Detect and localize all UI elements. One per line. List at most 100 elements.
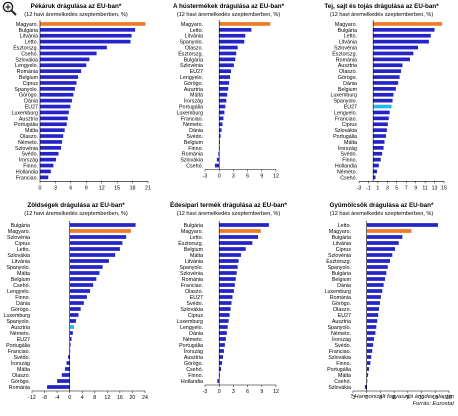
bar — [219, 361, 223, 365]
bar — [366, 265, 388, 269]
category-label: Szlovénia — [180, 63, 203, 69]
bar — [69, 247, 120, 251]
bar — [366, 241, 399, 245]
bar — [219, 337, 226, 341]
x-tick-label: 3 — [232, 389, 235, 395]
category-label: Svédo. — [341, 152, 358, 158]
category-label: Bulgária — [11, 223, 30, 229]
bar — [69, 295, 87, 299]
bar — [68, 355, 70, 359]
bar — [366, 307, 380, 311]
bar — [373, 140, 385, 144]
category-label: Spanyolo. — [14, 87, 38, 93]
category-label: EU27 — [190, 295, 203, 301]
chart-meat: A hústermékek drágulása az EU-ban* (12 ha… — [173, 3, 285, 180]
category-label: Málta — [338, 373, 351, 379]
chart-subtitle: (12 havi áremelkedés szeptemberben, %) — [177, 211, 281, 217]
category-label: Litvánia — [185, 34, 203, 40]
bar — [373, 116, 389, 121]
category-label: Szlovákia — [328, 385, 351, 391]
category-label: Franciao. — [16, 175, 38, 181]
bar — [366, 325, 377, 329]
source-note: Forrás: Eurostat — [412, 401, 454, 407]
chart-subtitle: (12 havi áremelkedés szeptemberben, %) — [24, 211, 128, 217]
category-label: Görögo. — [338, 75, 357, 81]
bar — [373, 69, 402, 73]
x-tick-label: 8 — [93, 395, 96, 401]
category-label: Ausztria — [338, 63, 357, 69]
bar — [373, 163, 379, 168]
chart-subtitle: (12 havi áremelkedés szeptemberben, %) — [330, 12, 434, 18]
bar — [40, 163, 54, 168]
bar — [69, 313, 79, 317]
category-label: Olaszo. — [12, 373, 30, 379]
category-label: Csehó. — [334, 379, 351, 385]
bar — [366, 343, 374, 347]
x-tick-label: 12 — [99, 185, 105, 191]
bar — [219, 69, 232, 73]
chart-title: A hústermékek drágulása az EU-ban* — [173, 3, 285, 10]
category-label: Finno. — [188, 146, 203, 152]
bar — [219, 39, 245, 44]
category-label: Olaszo. — [339, 69, 357, 75]
bar — [366, 349, 373, 353]
bar — [69, 337, 72, 341]
bar — [219, 51, 237, 56]
bar — [366, 331, 376, 335]
bar — [219, 283, 235, 287]
bar — [69, 265, 103, 269]
category-label: Luxemburg — [177, 110, 204, 116]
bar — [373, 128, 387, 132]
category-label: Dánia — [343, 81, 357, 87]
bar — [219, 229, 261, 233]
x-tick-label: -8 — [42, 395, 47, 401]
category-label: Románia — [330, 295, 351, 301]
bar — [373, 151, 383, 156]
footnote: * Harmonizált fogyasztói árindex alapján — [350, 394, 454, 400]
x-tick-label: -12 — [28, 395, 36, 401]
category-label: EU27 — [344, 104, 357, 110]
bar — [219, 116, 224, 121]
bar — [40, 57, 90, 62]
bar — [40, 33, 132, 38]
bar — [366, 367, 369, 371]
category-label: Magyaro. — [16, 22, 38, 28]
x-tick-label: -3 — [351, 395, 356, 401]
category-label: Franciao. — [181, 116, 203, 122]
chart-title: Gyümölcsök drágulása az EU-ban* — [330, 202, 434, 209]
bar — [219, 277, 236, 281]
footer: * Harmonizált fogyasztói árindex alapján… — [351, 394, 454, 408]
bar — [40, 22, 146, 26]
bar — [219, 128, 222, 132]
zoom-in-icon[interactable] — [2, 1, 17, 16]
bar — [366, 229, 412, 233]
x-tick-label: 0 — [39, 185, 42, 191]
category-label: Portugália — [179, 104, 203, 110]
category-label: Románia — [9, 385, 30, 391]
chart-title: Pékáruk drágulása az EU-ban* — [31, 3, 122, 10]
bar — [366, 355, 372, 359]
category-label: Csehó. — [186, 163, 203, 169]
category-label: Finno. — [336, 361, 351, 367]
bar — [40, 81, 77, 85]
category-label: Románia — [182, 152, 203, 158]
bar — [373, 169, 377, 174]
category-label: Spanyolo. — [327, 325, 351, 331]
bar — [69, 289, 91, 293]
category-label: Románia — [336, 57, 357, 63]
bar — [40, 128, 65, 132]
bar — [219, 140, 220, 144]
category-label: Spanyolo. — [179, 40, 203, 46]
category-label: Észtorszg. — [332, 50, 357, 57]
bar — [40, 146, 62, 150]
bar — [219, 313, 230, 317]
bar — [57, 379, 70, 383]
bar — [366, 295, 381, 299]
bar — [40, 75, 79, 79]
x-tick-label: -4 — [55, 395, 60, 401]
category-label: Magyaro. — [181, 229, 203, 235]
category-label: Csehó. — [13, 283, 30, 289]
x-tick-label: 15 — [114, 185, 120, 191]
category-label: Málta — [25, 128, 38, 134]
bar — [40, 134, 64, 138]
